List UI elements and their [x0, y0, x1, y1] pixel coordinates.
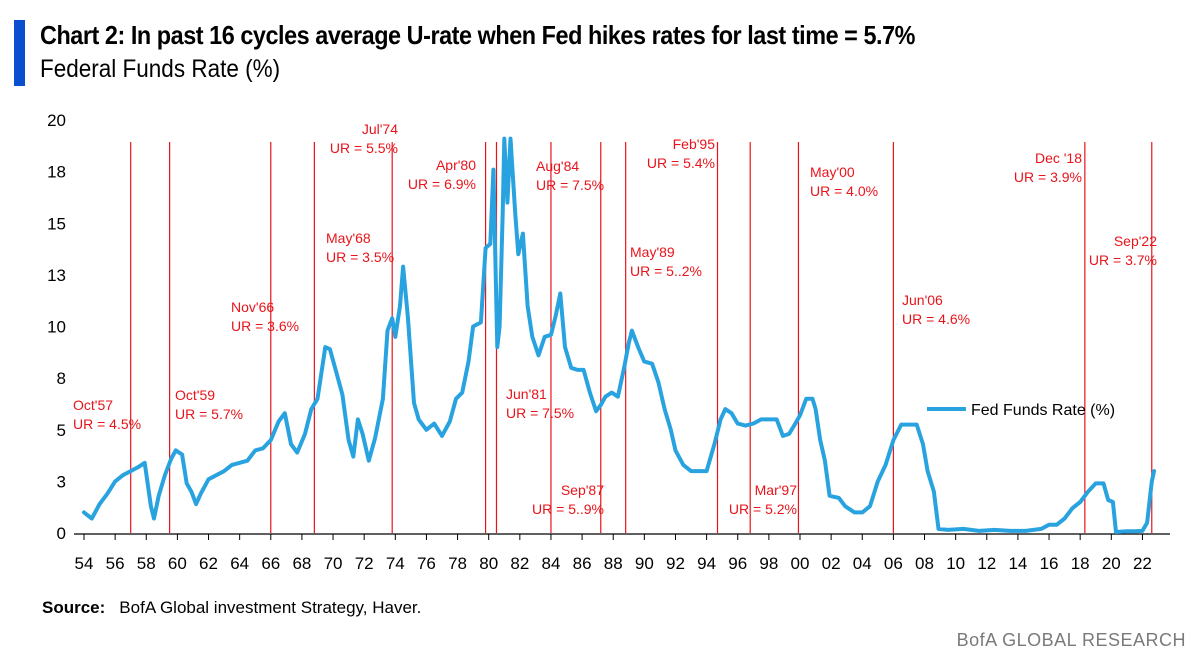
y-tick-label: 5 [57, 421, 66, 440]
x-tick-label: 14 [1008, 554, 1027, 573]
x-tick-label: 00 [791, 554, 810, 573]
x-tick-label: 62 [199, 554, 218, 573]
source-text: BofA Global investment Strategy, Haver. [119, 598, 422, 617]
x-tick-label: 20 [1102, 554, 1121, 573]
annotation-date-label: May'00 [810, 164, 855, 180]
brand-footer: BofA GLOBAL RESEARCH [956, 630, 1186, 650]
x-tick-label: 22 [1133, 554, 1152, 573]
annotation-ur-label: UR = 5.7% [175, 406, 243, 422]
x-tick-label: 98 [759, 554, 778, 573]
x-tick-label: 74 [386, 554, 405, 573]
chart-title: Chart 2: In past 16 cycles average U-rat… [40, 20, 915, 50]
x-tick-label: 60 [168, 554, 187, 573]
annotation-date-label: Nov'66 [231, 299, 274, 315]
annotation-ur-label: UR = 7.5% [536, 177, 604, 193]
x-tick-label: 78 [448, 554, 467, 573]
annotation-ur-label: UR = 7.5% [506, 405, 574, 421]
x-tick-label: 72 [355, 554, 374, 573]
annotation-ur-label: UR = 4.0% [810, 183, 878, 199]
annotation-ur-label: UR = 3.6% [231, 318, 299, 334]
x-tick-label: 10 [946, 554, 965, 573]
fed-funds-rate-line [82, 136, 1157, 534]
annotation-date-label: May'68 [326, 230, 371, 246]
x-tick-label: 56 [106, 554, 125, 573]
annotation-date-label: Oct'57 [73, 397, 113, 413]
x-tick-label: 86 [573, 554, 592, 573]
annotation-date-label: Aug'84 [536, 158, 579, 174]
x-tick-label: 02 [822, 554, 841, 573]
annotation-ur-label: UR = 3.5% [326, 249, 394, 265]
annotation-ur-label: UR = 5.2% [729, 501, 797, 517]
annotation-ur-label: UR = 3.7% [1089, 252, 1157, 268]
x-tick-label: 84 [541, 554, 560, 573]
y-tick-label: 15 [47, 214, 66, 233]
x-tick-label: 70 [324, 554, 343, 573]
y-tick-label: 13 [47, 266, 66, 285]
x-tick-label: 76 [417, 554, 436, 573]
annotation-date-label: Jul'74 [362, 121, 398, 137]
x-tick-label: 92 [666, 554, 685, 573]
annotation-date-label: May'89 [630, 244, 675, 260]
y-tick-label: 3 [57, 472, 66, 491]
y-tick-label: 18 [47, 163, 66, 182]
x-tick-label: 96 [728, 554, 747, 573]
annotation-date-label: Sep'87 [561, 482, 604, 498]
annotation-ur-label: UR = 4.6% [902, 311, 970, 327]
source-label: Source: [42, 598, 106, 617]
x-tick-label: 64 [230, 554, 249, 573]
annotation-date-label: Oct'59 [175, 387, 215, 403]
annotation-ur-label: UR = 5..2% [630, 263, 702, 279]
y-tick-label: 10 [47, 318, 66, 337]
annotation-date-label: Jun'06 [902, 292, 943, 308]
x-tick-label: 12 [977, 554, 996, 573]
y-tick-label: 8 [57, 369, 66, 388]
x-tick-label: 58 [137, 554, 156, 573]
x-tick-label: 08 [915, 554, 934, 573]
x-tick-label: 06 [884, 554, 903, 573]
x-tick-label: 18 [1071, 554, 1090, 573]
x-tick-label: 68 [292, 554, 311, 573]
annotation-ur-label: UR = 3.9% [1014, 169, 1082, 185]
x-tick-label: 16 [1040, 554, 1059, 573]
annotation-ur-label: UR = 5..9% [532, 501, 604, 517]
annotation-ur-label: UR = 4.5% [73, 416, 141, 432]
x-tick-label: 80 [479, 554, 498, 573]
y-tick-label: 20 [47, 111, 66, 130]
chart-subtitle: Federal Funds Rate (%) [40, 55, 281, 83]
source-note: Source: BofA Global investment Strategy, … [42, 598, 421, 618]
x-tick-label: 66 [261, 554, 280, 573]
legend-label: Fed Funds Rate (%) [971, 402, 1115, 419]
annotation-date-label: Apr'80 [436, 157, 476, 173]
x-tick-label: 94 [697, 554, 716, 573]
x-tick-label: 04 [853, 554, 872, 573]
annotation-ur-label: UR = 5.4% [647, 155, 715, 171]
x-tick-label: 54 [75, 554, 94, 573]
annotation-ur-label: UR = 5.5% [330, 140, 398, 156]
annotation-date-label: Sep'22 [1114, 233, 1157, 249]
annotation-ur-label: UR = 6.9% [408, 176, 476, 192]
x-tick-label: 90 [635, 554, 654, 573]
annotation-date-label: Feb'95 [673, 136, 716, 152]
y-tick-label: 0 [57, 524, 66, 543]
x-tick-label: 88 [604, 554, 623, 573]
annotation-date-label: Dec '18 [1035, 150, 1082, 166]
annotation-date-label: Jun'81 [506, 386, 547, 402]
annotation-date-label: Mar'97 [755, 482, 798, 498]
accent-bar [14, 20, 25, 86]
x-tick-label: 82 [510, 554, 529, 573]
